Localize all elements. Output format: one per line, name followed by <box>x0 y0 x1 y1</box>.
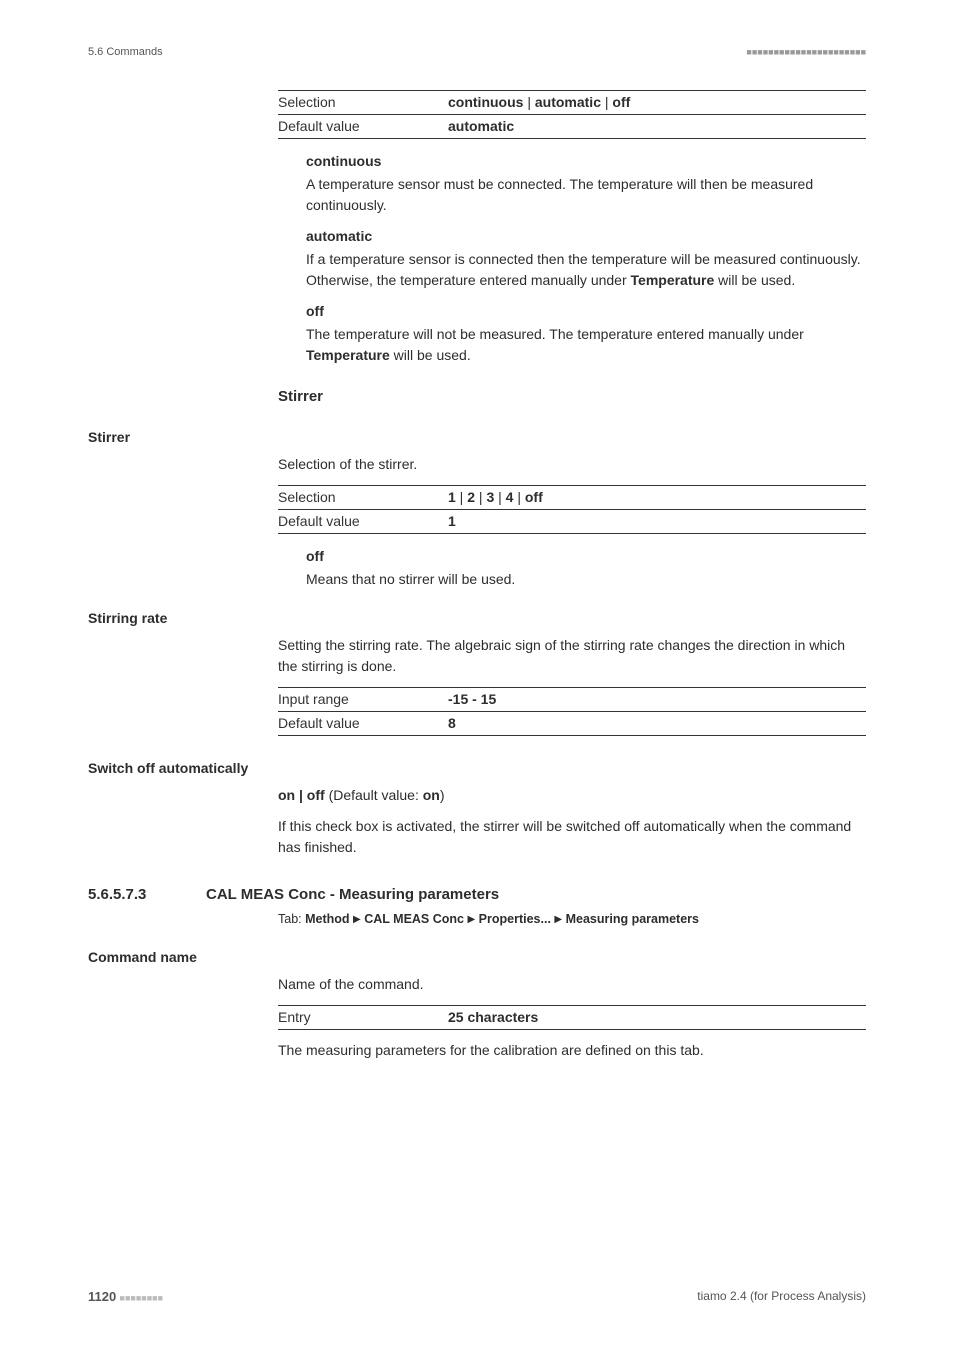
tab-path: Tab: Method ▶ CAL MEAS Conc ▶ Properties… <box>278 910 866 929</box>
stirrer-selection-label: Selection <box>278 487 448 508</box>
header-ticks: ■■■■■■■■■■■■■■■■■■■■■■ <box>746 46 866 60</box>
header-left: 5.6 Commands <box>88 44 163 61</box>
switch-off-block: on | off (Default value: on) If this che… <box>278 785 866 858</box>
stirring-rate-input-value: -15 - 15 <box>448 689 496 710</box>
stirrer-label: Stirrer <box>88 427 866 448</box>
command-name-desc: Name of the command. <box>278 974 866 995</box>
stirrer-default-value: 1 <box>448 511 456 532</box>
switch-off-label: Switch off automatically <box>88 758 866 779</box>
def-desc-automatic: If a temperature sensor is connected the… <box>306 249 866 291</box>
default-value-label: Default value <box>278 116 448 137</box>
footer-ticks: ■■■■■■■■ <box>120 1293 164 1303</box>
def-term-continuous: continuous <box>306 151 866 172</box>
subsection-heading: 5.6.5.7.3CAL MEAS Conc - Measuring param… <box>88 884 866 907</box>
stirrer-default-label: Default value <box>278 511 448 532</box>
command-name-after: The measuring parameters for the calibra… <box>278 1040 866 1061</box>
footer-left: 1120 ■■■■■■■■ <box>88 1287 163 1307</box>
triangle-icon: ▶ <box>554 914 562 925</box>
def-term-automatic: automatic <box>306 226 866 247</box>
stirring-rate-desc: Setting the stirring rate. The algebraic… <box>278 635 866 677</box>
page-footer: 1120 ■■■■■■■■ tiamo 2.4 (for Process Ana… <box>88 1287 866 1307</box>
entry-value: 25 characters <box>448 1007 538 1028</box>
stirring-rate-block: Setting the stirring rate. The algebraic… <box>278 635 866 736</box>
stirrer-block: Selection of the stirrer. Selection 1 | … <box>278 454 866 590</box>
triangle-icon: ▶ <box>353 914 361 925</box>
entry-label: Entry <box>278 1007 448 1028</box>
selection-block-1: Selection continuous | automatic | off D… <box>278 90 866 409</box>
stirrer-desc: Selection of the stirrer. <box>278 454 866 475</box>
subsection-number: 5.6.5.7.3 <box>88 884 206 907</box>
def-desc-off: The temperature will not be measured. Th… <box>306 324 866 366</box>
stirring-rate-default-label: Default value <box>278 713 448 734</box>
triangle-icon: ▶ <box>467 914 475 925</box>
selection-label: Selection <box>278 92 448 113</box>
command-name-block: Name of the command. Entry 25 characters… <box>278 974 866 1061</box>
page-number: 1120 <box>88 1289 116 1304</box>
selection-value: continuous | automatic | off <box>448 92 630 113</box>
default-value: automatic <box>448 116 514 137</box>
stirring-rate-label: Stirring rate <box>88 608 866 629</box>
stirrer-def-term-off: off <box>306 546 866 567</box>
subsection-title: CAL MEAS Conc - Measuring parameters <box>206 886 499 903</box>
stirrer-selection-value: 1 | 2 | 3 | 4 | off <box>448 487 543 508</box>
stirring-rate-input-label: Input range <box>278 689 448 710</box>
definition-list-1: continuous A temperature sensor must be … <box>306 151 866 366</box>
page-content: Selection continuous | automatic | off D… <box>88 90 866 1071</box>
def-desc-continuous: A temperature sensor must be connected. … <box>306 174 866 216</box>
switch-off-desc: If this check box is activated, the stir… <box>278 816 866 858</box>
def-term-off: off <box>306 301 866 322</box>
switch-off-values: on | off (Default value: on) <box>278 785 866 806</box>
command-name-label: Command name <box>88 947 866 968</box>
stirring-rate-default-value: 8 <box>448 713 456 734</box>
page-header: 5.6 Commands ■■■■■■■■■■■■■■■■■■■■■■ <box>88 44 866 61</box>
stirrer-def-list: off Means that no stirrer will be used. <box>306 546 866 590</box>
footer-right: tiamo 2.4 (for Process Analysis) <box>697 1287 866 1305</box>
stirrer-def-desc-off: Means that no stirrer will be used. <box>306 569 866 590</box>
stirrer-heading: Stirrer <box>278 386 866 409</box>
